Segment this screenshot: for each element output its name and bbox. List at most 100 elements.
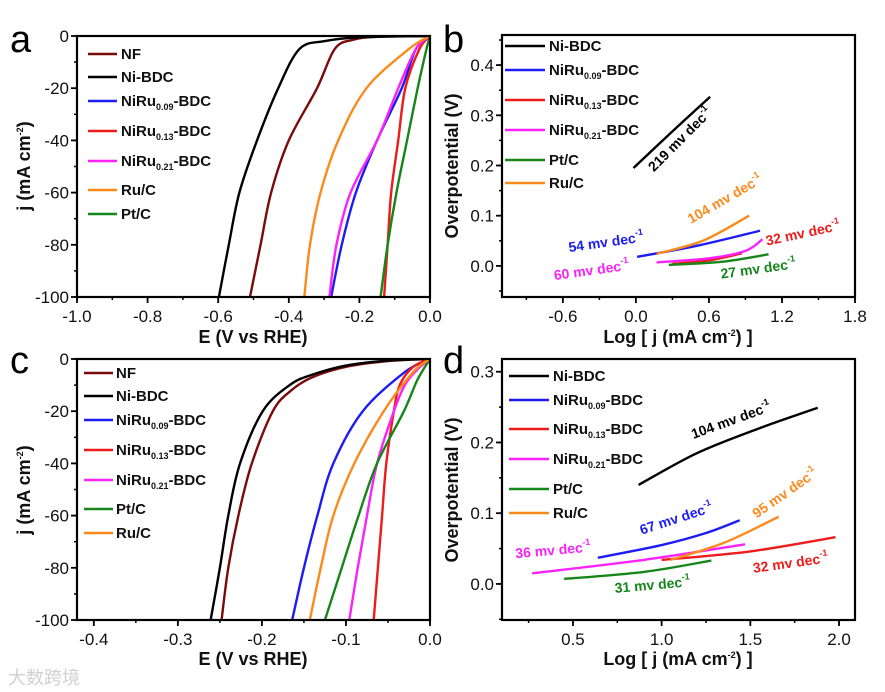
annotation-text: 60 mv dec: [553, 258, 622, 283]
legend: NFNi-BDCNiRu0.09-BDCNiRu0.13-BDCNiRu0.21…: [84, 365, 206, 542]
superscript: -2: [728, 650, 736, 660]
x-tick-label: -0.6: [204, 307, 233, 326]
legend-item: NiRu0.13-BDC: [509, 421, 643, 440]
tafel-slope-label: 54 mv dec-1: [567, 227, 645, 255]
series-line-ni-bdc: [209, 359, 430, 620]
x-tick-label: 1.0: [650, 630, 674, 649]
x-tick-label: -0.2: [345, 307, 374, 326]
tafel-slope-label: 31 mv dec-1: [614, 571, 691, 596]
subscript: 0.13: [151, 451, 169, 461]
series-line-ru-c: [656, 214, 750, 255]
y-tick-label: -60: [44, 184, 69, 203]
legend-label: Ru/C: [549, 175, 584, 192]
annotation-text: 95 mv dec: [749, 469, 814, 521]
legend-item: NiRu0.13-BDC: [505, 92, 639, 111]
legend-item: Pt/C: [88, 206, 151, 223]
tafel-slope-label: 67 mv dec-1: [637, 497, 715, 538]
tafel-slope-label: 32 mv dec-1: [752, 548, 830, 576]
text-part: -BDC: [606, 421, 644, 438]
superscript: -2: [15, 451, 25, 459]
legend-label: NiRu0.09-BDC: [549, 62, 639, 81]
text-part: NiRu: [116, 442, 151, 459]
legend-item: NiRu0.21-BDC: [509, 451, 643, 470]
annotation-sup: -1: [786, 253, 795, 264]
superscript: -2: [15, 127, 25, 135]
series-line-pt-c: [668, 253, 769, 267]
y-tick-label: 0.2: [470, 433, 494, 452]
y-axis-title: Overpotential (V): [442, 417, 462, 562]
x-tick-label: -0.4: [79, 630, 108, 649]
text-part: -BDC: [174, 123, 212, 140]
legend-label: NF: [121, 46, 141, 63]
y-axis-title: j (mA cm-2): [14, 445, 34, 535]
tafel-slope-label: 104 mv dec-1: [684, 169, 765, 226]
legend-item: NiRu0.21-BDC: [505, 122, 639, 141]
panel-letter: d: [443, 340, 464, 382]
x-tick-label: -0.8: [133, 307, 162, 326]
panel-b: b -0.6 0.0 0.6 1.2 1.8 0.0 0.1 0.2 0.3 0.4 Log [ j …: [442, 19, 867, 347]
y-axis-title: Overpotential (V): [442, 93, 462, 238]
series-line-ni-bdc: [638, 406, 819, 486]
text-part: -BDC: [602, 62, 640, 79]
y-tick-label: -40: [44, 131, 69, 150]
subscript: 0.09: [151, 421, 169, 431]
annotation-text: 32 mv dec: [764, 219, 834, 249]
legend-item: Pt/C: [84, 501, 146, 518]
tafel-slope-label: 36 mv dec-1: [514, 537, 591, 562]
y-tick-label: -80: [44, 559, 69, 578]
series-group: [632, 95, 769, 267]
legend: Ni-BDCNiRu0.09-BDCNiRu0.13-BDCNiRu0.21-B…: [505, 38, 639, 192]
annotation-text: 31 mv dec: [614, 574, 683, 596]
text-part: -BDC: [169, 442, 207, 459]
text-part: -BDC: [174, 153, 212, 170]
annotation-text: 32 mv dec: [752, 551, 821, 576]
series-line-ru-c: [670, 515, 780, 562]
legend: NFNi-BDCNiRu0.09-BDCNiRu0.13-BDCNiRu0.21…: [88, 46, 211, 223]
legend-label: Ru/C: [553, 505, 588, 522]
panel-c: c -0.4 -0.3 -0.2 -0.1 0.0 0 -20 -40 -60 -80 -100 E (…: [10, 340, 442, 669]
annotation-sup: -1: [582, 537, 591, 548]
text-part: ): [14, 445, 34, 451]
legend-item: Ni-BDC: [84, 388, 169, 405]
annotation-sup: -1: [620, 255, 629, 266]
y-tick-label: 0.0: [470, 257, 494, 276]
series-line-ru-c: [308, 359, 430, 620]
annotation-sup: -1: [701, 497, 712, 509]
x-tick-label: -0.4: [274, 307, 303, 326]
legend-label: NiRu0.13-BDC: [553, 421, 643, 440]
legend-item: Pt/C: [505, 152, 579, 169]
legend: Ni-BDCNiRu0.09-BDCNiRu0.13-BDCNiRu0.21-B…: [509, 368, 643, 522]
series-line-niru0-09-bdc: [329, 36, 430, 297]
text-part: -BDC: [606, 451, 644, 468]
x-tick-label: 2.0: [827, 630, 851, 649]
series-line-ni-bdc: [632, 95, 711, 169]
text-part: ) ]: [736, 649, 753, 669]
y-tick-label: 0.0: [470, 575, 494, 594]
y-tick-label: 0.2: [470, 156, 494, 175]
subscript: 0.13: [156, 132, 174, 142]
legend-item: NiRu0.13-BDC: [88, 123, 211, 142]
text-part: NiRu: [116, 412, 151, 429]
text-part: -BDC: [602, 92, 640, 109]
series-line-niru0-21-bdc: [328, 36, 430, 297]
text-part: -BDC: [602, 122, 640, 139]
y-tick-label: 0.3: [470, 363, 494, 382]
subscript: 0.09: [156, 102, 174, 112]
panel-letter: c: [10, 340, 29, 382]
y-tick-label: 0.4: [470, 56, 494, 75]
annotation-sup: -1: [759, 396, 770, 408]
y-tick-label: -60: [44, 507, 69, 526]
text-part: NiRu: [121, 123, 156, 140]
text-part: ) ]: [736, 327, 753, 347]
legend-label: NiRu0.13-BDC: [549, 92, 639, 111]
subscript: 0.21: [588, 460, 606, 470]
text-part: NiRu: [549, 92, 584, 109]
series-line-niru0-09-bdc: [636, 229, 761, 259]
x-tick-label: 1.5: [739, 630, 763, 649]
x-tick-label: 0.0: [418, 630, 442, 649]
series-line-niru0-21-bdc: [348, 359, 430, 620]
legend-label: NiRu0.13-BDC: [121, 123, 211, 142]
y-tick-label: -100: [35, 611, 69, 630]
legend-item: NiRu0.09-BDC: [84, 412, 206, 431]
legend-item: Ni-BDC: [88, 69, 174, 86]
